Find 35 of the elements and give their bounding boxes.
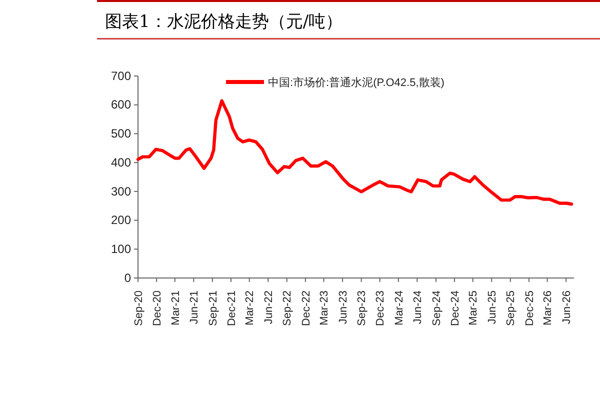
x-tick-label: Dec-21 bbox=[226, 290, 238, 326]
line-series bbox=[136, 99, 574, 206]
x-tick-label: Mar-22 bbox=[244, 290, 256, 326]
chart-title: 图表1：水泥价格走势（元/吨） bbox=[105, 12, 343, 32]
x-tick-label: Dec-22 bbox=[300, 290, 312, 326]
x-tick-label: Jun-23 bbox=[337, 290, 350, 324]
x-tick-label: Mar-21 bbox=[170, 290, 182, 326]
y-tick-label: 0 bbox=[124, 270, 132, 285]
x-tick-label: Dec-24 bbox=[449, 290, 462, 326]
x-tick-label: Sep-22 bbox=[282, 290, 294, 326]
y-tick-label: 500 bbox=[110, 126, 132, 141]
x-tick-label: Jun-21 bbox=[188, 290, 201, 324]
x-tick-label: Mar-26 bbox=[542, 290, 554, 326]
y-tick-label: 700 bbox=[110, 68, 132, 83]
x-tick-label: Jun-26 bbox=[560, 290, 573, 324]
x-tick-label: Jun-24 bbox=[412, 290, 424, 324]
x-tick-label: Sep-23 bbox=[356, 290, 368, 326]
x-tick-label: Dec-25 bbox=[524, 290, 536, 326]
legend-label: 中国:市场价:普通水泥(P.O42.5,散装) bbox=[268, 76, 444, 89]
y-tick-label: 100 bbox=[110, 242, 132, 256]
y-tick-label: 200 bbox=[110, 213, 132, 228]
y-tick-label: 600 bbox=[110, 98, 132, 112]
y-tick-label: 400 bbox=[110, 155, 132, 170]
x-tick-label: Mar-23 bbox=[318, 290, 331, 326]
x-tick-label: Mar-25 bbox=[468, 290, 480, 326]
y-tick-label: 300 bbox=[110, 184, 132, 198]
x-tick-label: Sep-25 bbox=[505, 290, 518, 326]
x-tick-label: Jun-25 bbox=[486, 290, 498, 324]
x-tick-label: Sep-21 bbox=[207, 290, 220, 326]
x-tick-label: Sep-20 bbox=[132, 290, 145, 326]
x-tick-label: Dec-20 bbox=[151, 290, 164, 326]
x-tick-label: Mar-24 bbox=[393, 290, 406, 326]
x-tick-label: Dec-23 bbox=[374, 290, 387, 326]
x-tick-label: Jun-22 bbox=[262, 290, 275, 324]
x-tick-label: Sep-24 bbox=[430, 290, 443, 326]
